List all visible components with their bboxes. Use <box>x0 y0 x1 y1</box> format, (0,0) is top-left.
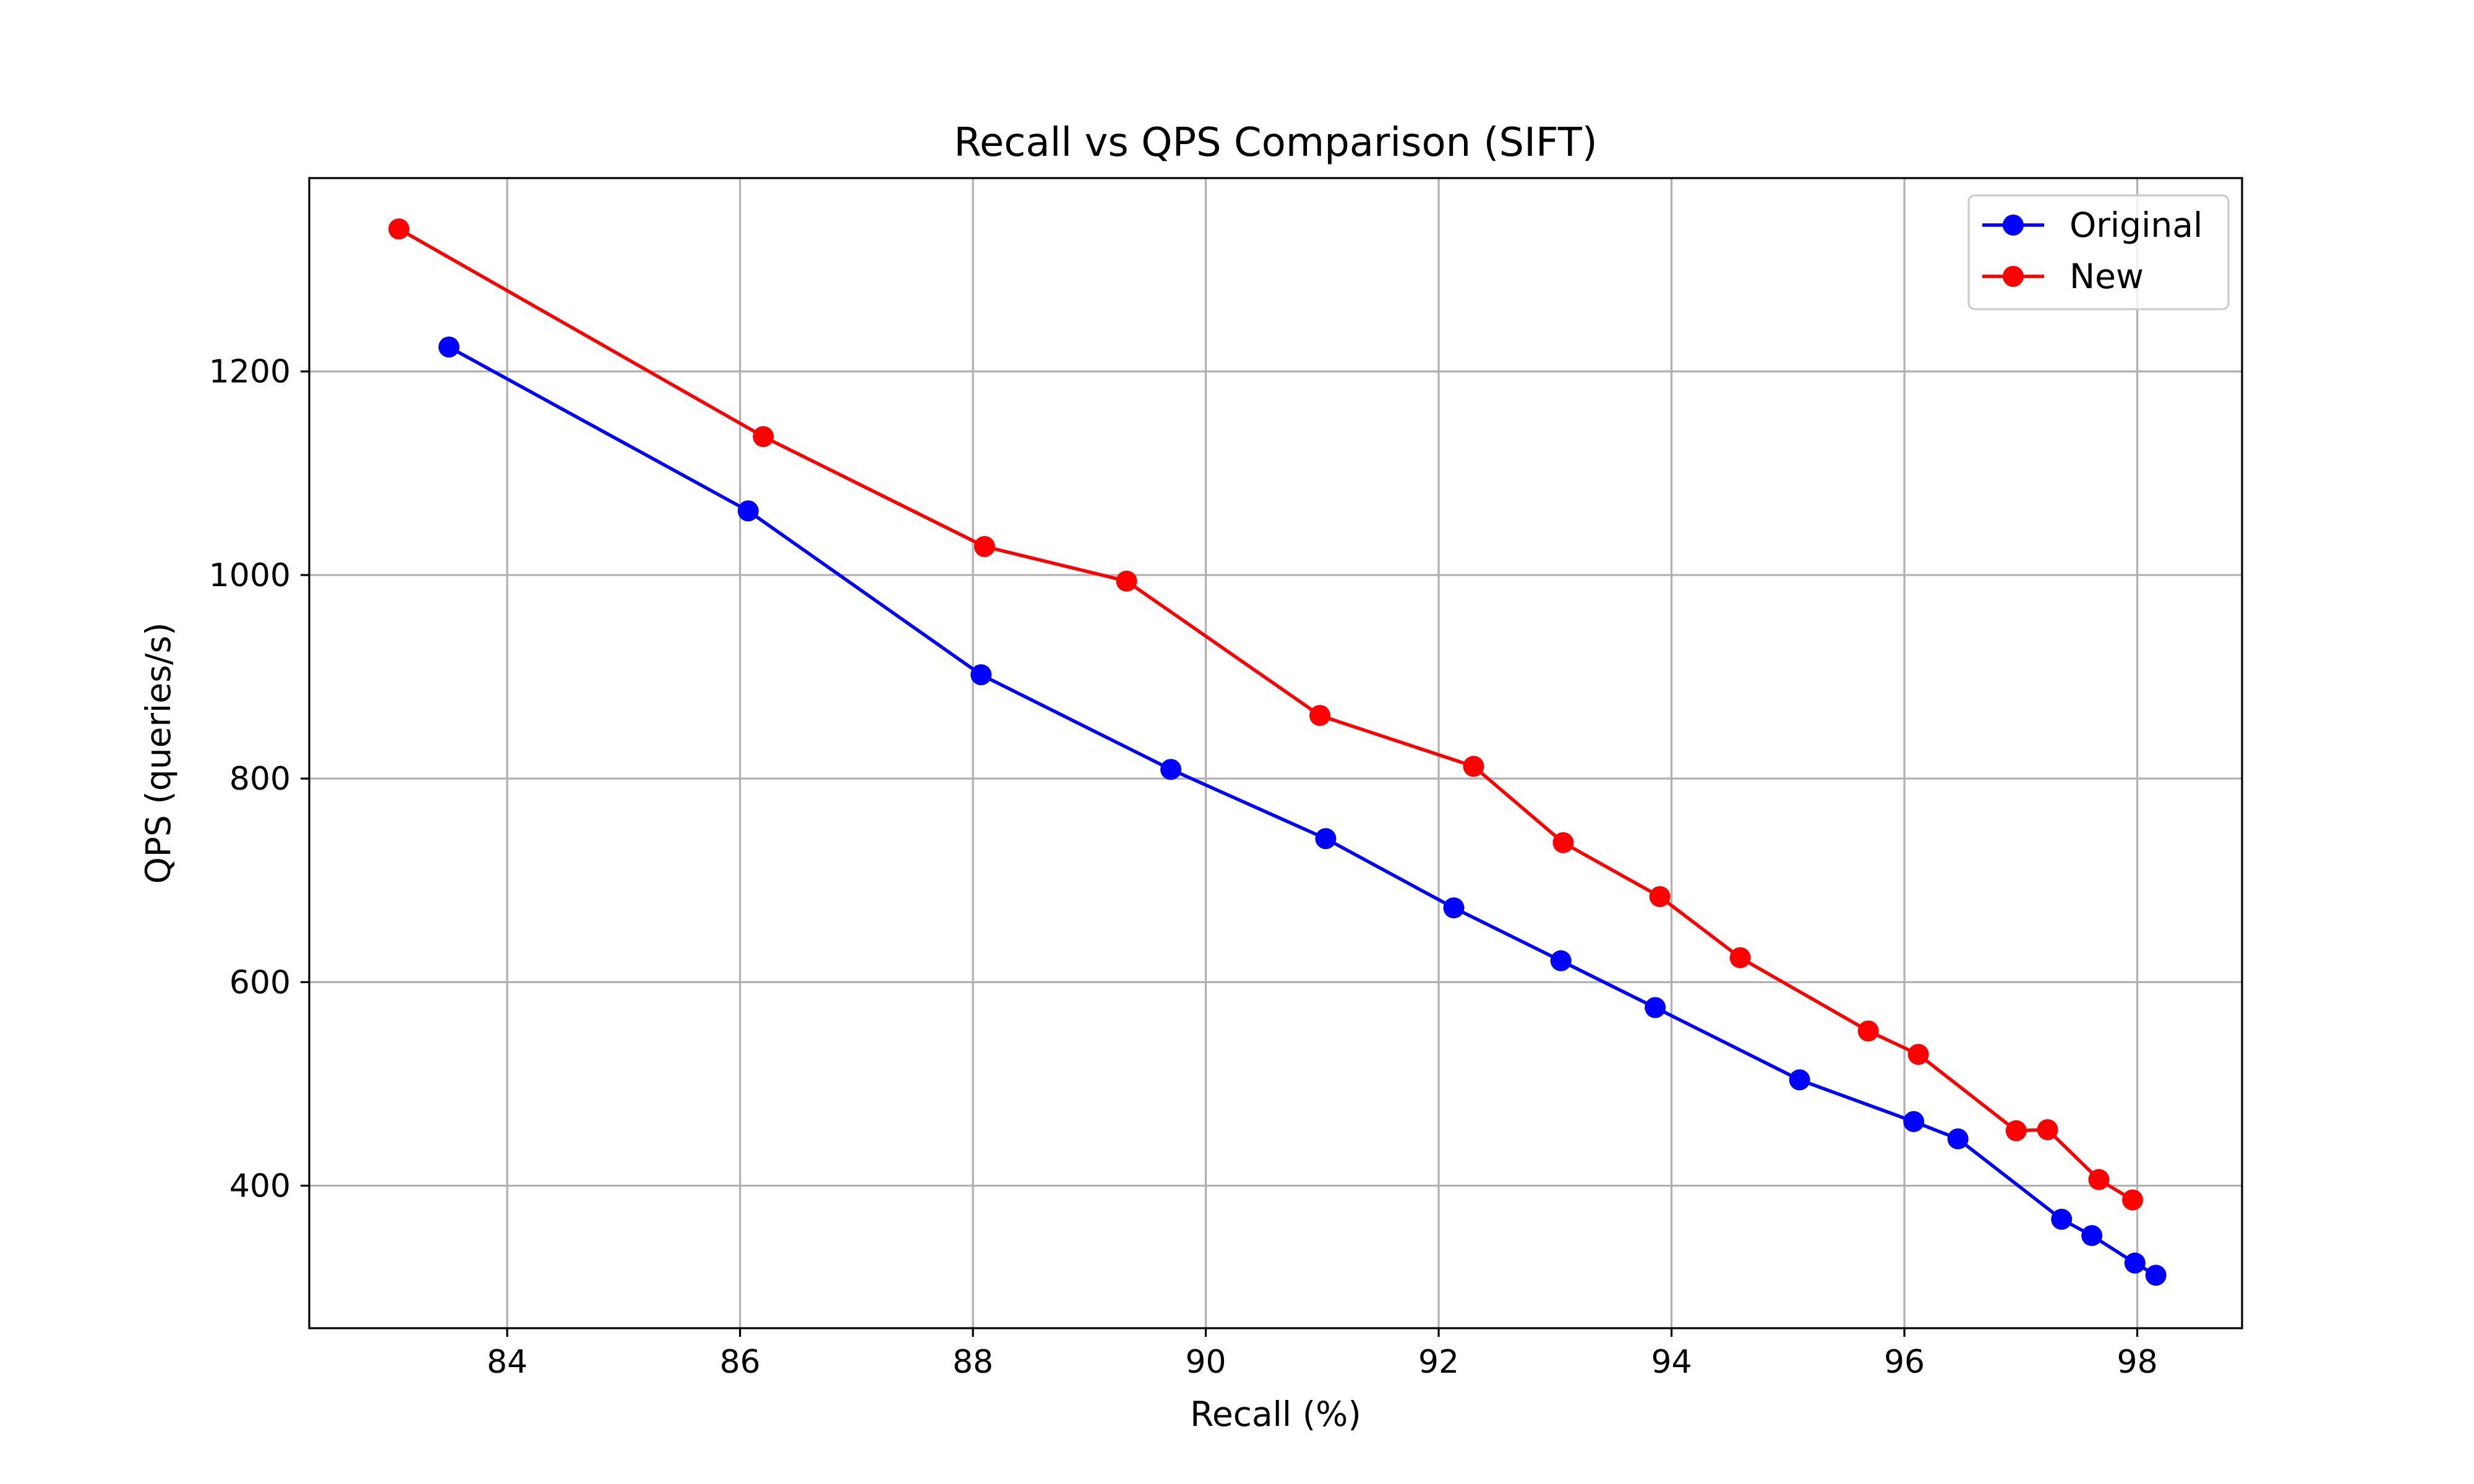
x-axis-label: Recall (%) <box>1190 1394 1361 1434</box>
x-tick-label: 96 <box>1884 1344 1925 1381</box>
data-point <box>1116 570 1137 592</box>
x-tick-label: 92 <box>1418 1344 1459 1381</box>
data-point <box>2124 1252 2146 1274</box>
x-tick-label: 86 <box>719 1344 760 1381</box>
data-point <box>1907 1044 1929 1065</box>
legend: Original New <box>1967 194 2230 310</box>
data-point <box>1160 759 1182 780</box>
data-point <box>2088 1169 2110 1190</box>
data-point <box>1789 1069 1810 1091</box>
data-point <box>2081 1225 2103 1247</box>
series-layer <box>388 218 2167 1286</box>
data-point <box>1552 832 1574 853</box>
y-tick-label: 1000 <box>209 557 291 594</box>
data-point <box>1645 997 1666 1018</box>
x-tick-label: 98 <box>2117 1344 2157 1381</box>
data-point <box>438 336 460 358</box>
legend-item-new: New <box>1982 257 2144 296</box>
data-point <box>1903 1111 1925 1132</box>
data-point <box>737 500 759 522</box>
data-point <box>1649 886 1671 908</box>
data-point <box>974 535 995 557</box>
data-point <box>2145 1264 2167 1286</box>
data-point <box>1857 1020 1879 1042</box>
legend-item-original: Original <box>1982 205 2202 245</box>
data-point <box>2051 1208 2073 1230</box>
data-point <box>753 426 774 448</box>
legend-marker <box>2003 266 2024 287</box>
legend-label: Original <box>2070 205 2202 245</box>
axis-ticks: 84 86 88 90 92 94 96 98 400 600 800 1000 1200 <box>209 354 2158 1381</box>
data-point <box>1443 897 1465 919</box>
x-tick-label: 88 <box>952 1344 993 1381</box>
data-point <box>388 218 409 240</box>
x-tick-label: 94 <box>1651 1344 1692 1381</box>
data-point <box>1309 705 1331 727</box>
series-original <box>438 336 2167 1286</box>
data-point <box>2005 1120 2027 1141</box>
series-new <box>388 218 2144 1211</box>
data-point <box>1315 828 1337 850</box>
y-tick-label: 1200 <box>209 354 291 391</box>
y-tick-label: 800 <box>229 761 291 798</box>
chart-title: Recall vs QPS Comparison (SIFT) <box>954 120 1598 166</box>
y-tick-label: 600 <box>229 964 291 1001</box>
data-point <box>970 664 992 686</box>
data-point <box>1463 756 1484 777</box>
grid <box>309 178 2242 1328</box>
plot-area-frame <box>308 177 2243 1329</box>
y-axis-label: QPS (queries/s) <box>139 623 178 884</box>
data-point <box>2037 1119 2058 1141</box>
legend-marker <box>2003 215 2024 236</box>
x-tick-label: 84 <box>487 1344 528 1381</box>
data-point <box>1550 950 1572 971</box>
data-point <box>2122 1189 2144 1211</box>
x-tick-label: 90 <box>1185 1344 1226 1381</box>
data-point <box>1729 947 1751 968</box>
data-point <box>1947 1128 1969 1149</box>
legend-label: New <box>2070 257 2144 296</box>
y-tick-label: 400 <box>229 1168 291 1205</box>
